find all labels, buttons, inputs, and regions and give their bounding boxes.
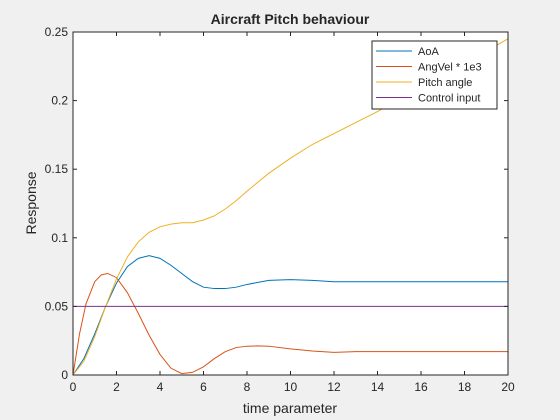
legend-label-0: AoA [418, 46, 439, 58]
y-tick-label: 0.1 [51, 231, 68, 245]
x-tick-label: 12 [327, 380, 341, 394]
x-tick-label: 2 [113, 380, 120, 394]
legend: AoA AngVel * 1e3 Pitch angle Control input [371, 40, 498, 110]
x-tick-label: 18 [458, 380, 472, 394]
y-tick-label: 0 [61, 368, 68, 382]
x-tick-label: 16 [414, 380, 428, 394]
x-tick-label: 4 [157, 380, 164, 394]
y-tick-label: 0.05 [45, 299, 69, 313]
legend-label-3: Control input [418, 93, 480, 105]
axes-layer: 0 2 4 6 8 10 12 14 16 18 20 0 0.05 0.1 0.15 0.2 0.25 [45, 25, 515, 394]
x-tick-label: 20 [501, 380, 515, 394]
x-tick-label: 10 [284, 380, 298, 394]
x-axis-label: time parameter [243, 400, 337, 416]
y-tick-label: 0.15 [45, 162, 69, 176]
series-line-0 [72, 255, 508, 376]
y-axis-label: Response [23, 171, 39, 234]
x-tick-label: 8 [244, 380, 251, 394]
x-tick-label: 14 [371, 380, 385, 394]
y-tick-label: 0.25 [45, 25, 69, 39]
y-tick-label: 0.2 [51, 94, 68, 108]
series-line-1 [72, 272, 508, 376]
legend-label-2: Pitch angle [418, 77, 472, 89]
x-tick-label: 6 [200, 380, 207, 394]
chart-title: Aircraft Pitch behaviour [211, 11, 370, 27]
legend-label-1: AngVel * 1e3 [418, 62, 482, 74]
x-tick-label: 0 [70, 380, 77, 394]
